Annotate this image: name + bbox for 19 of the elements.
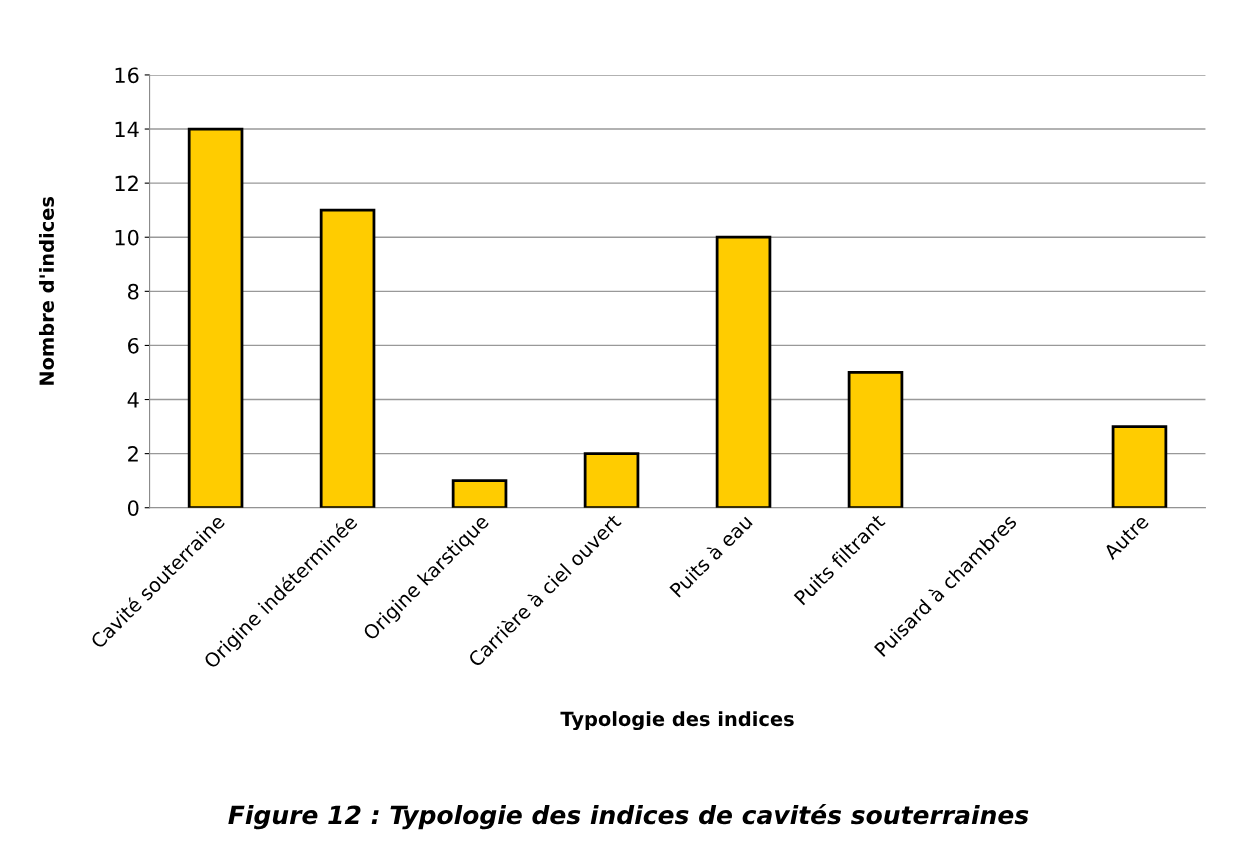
y-tick-label: 4: [127, 392, 139, 408]
y-tick-label: 2: [128, 446, 138, 462]
y-tick-label: 14: [115, 121, 139, 137]
x-axis-title: Typologie des indices: [560, 711, 794, 731]
y-tick-label: 0: [127, 500, 139, 516]
bar: [847, 371, 904, 508]
bar: [1111, 425, 1168, 508]
bar: [451, 479, 508, 508]
bar: [187, 127, 244, 508]
bar: [319, 208, 376, 508]
bar: [583, 452, 640, 508]
y-tick-label: 10: [115, 229, 139, 246]
y-tick-label: 6: [128, 337, 139, 354]
y-tick-label: 16: [115, 67, 139, 84]
y-tick-label: 8: [128, 283, 139, 300]
bar: [715, 235, 772, 508]
y-axis-title: Nombre d'indices: [38, 196, 55, 385]
y-tick-label: 12: [115, 175, 138, 192]
caption: Figure 12 : Typologie des indices de cavités souterraines: [228, 803, 1029, 830]
